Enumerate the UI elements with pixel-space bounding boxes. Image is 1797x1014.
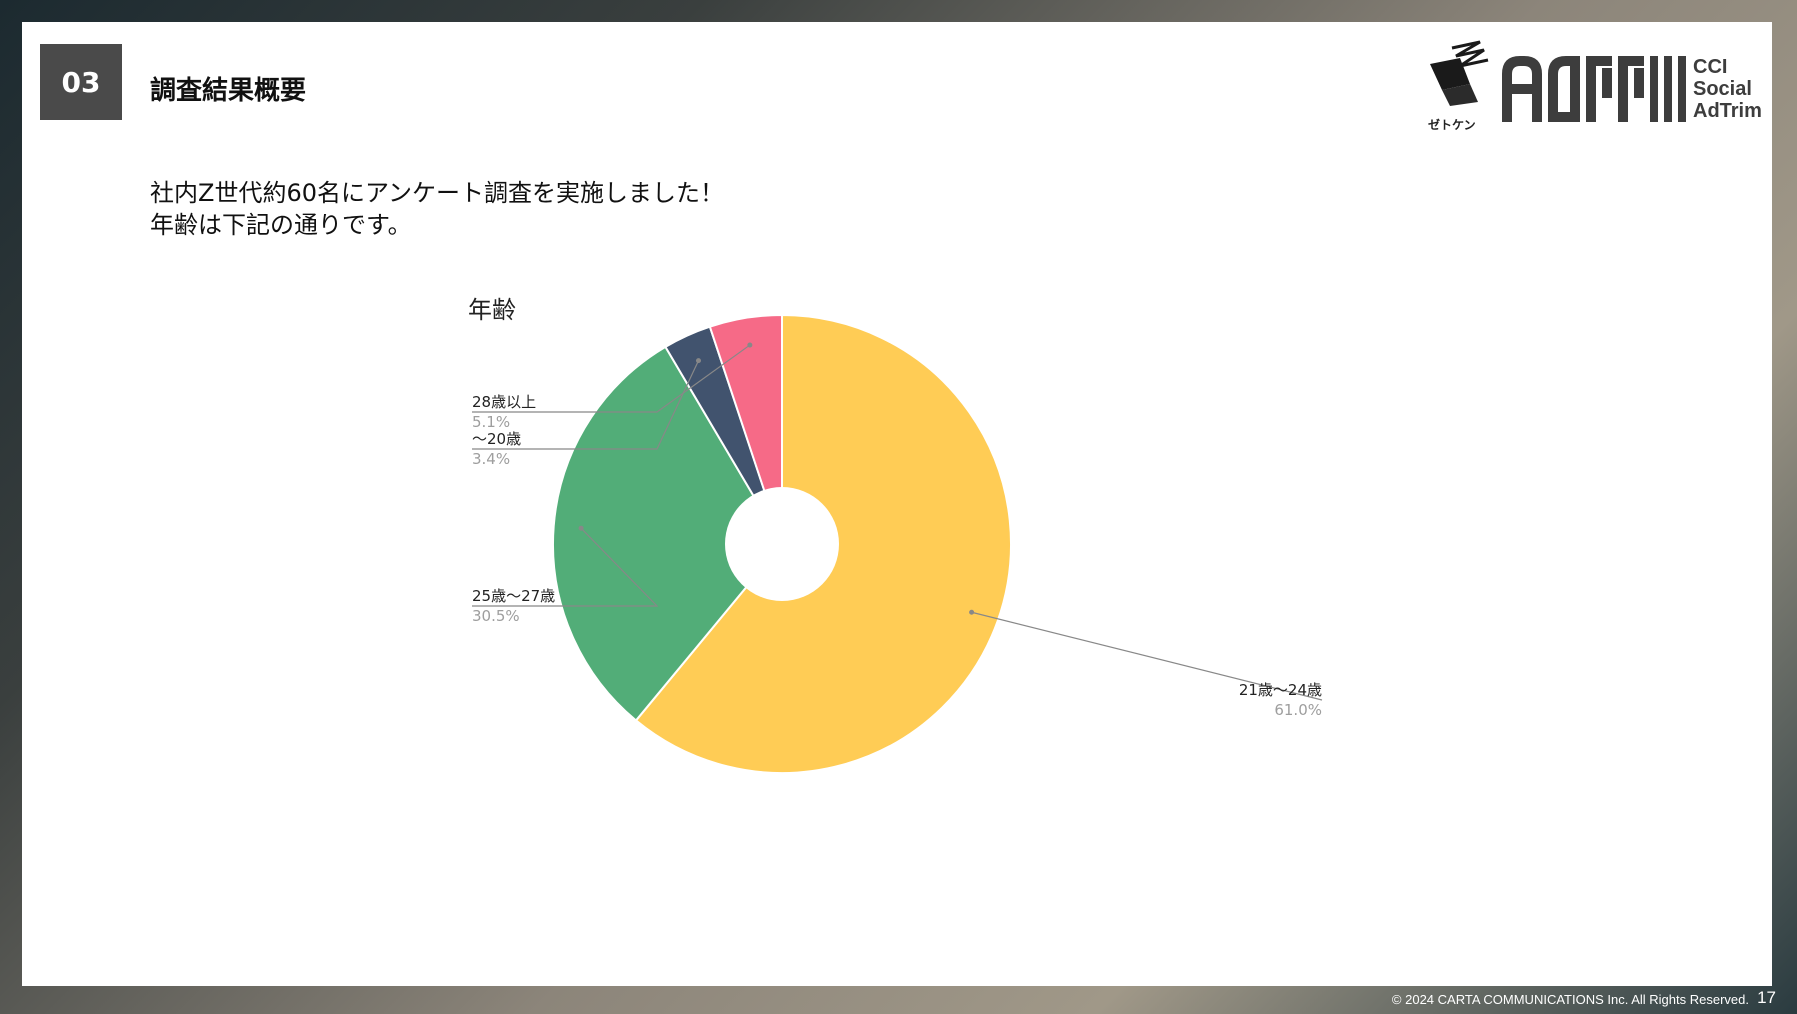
cci-social-adtrim-text: CCI Social AdTrim <box>1693 56 1762 122</box>
adtrim-line: AdTrim <box>1693 100 1762 122</box>
slice-label-2: 〜20歳 <box>472 430 521 448</box>
adtrim-logo-icon <box>1502 56 1686 122</box>
section-title: 調査結果概要 <box>150 76 307 106</box>
slice-1 <box>552 345 784 722</box>
callout-line-0 <box>971 611 1323 701</box>
callout-line-2 <box>472 360 700 450</box>
zetoken-logo-icon <box>1430 40 1489 106</box>
chart-title: 年齢 <box>468 296 516 324</box>
intro-line-2: 年齢は下記の通りです。 <box>150 211 412 239</box>
logo-block: ゼトケン CCI Social AdTrim <box>1422 36 1762 136</box>
footer-copyright: © 2024 CARTA COMMUNICATIONS Inc. All Rig… <box>1391 992 1749 1007</box>
intro-text: 社内Z世代約60名にアンケート調査を実施しました！ 年齢は下記の通りです。 <box>150 177 724 241</box>
section-number: 03 <box>40 44 122 120</box>
slice-label-1: 25歳〜27歳 <box>472 587 555 605</box>
slice-3 <box>708 313 783 545</box>
slice-percent-2: 3.4% <box>472 450 510 468</box>
social-line: Social <box>1693 78 1752 100</box>
slice-label-3: 28歳以上 <box>472 393 536 411</box>
slice-percent-3: 5.1% <box>472 413 510 431</box>
callout-line-3 <box>472 344 751 413</box>
slide: 03 調査結果概要 ゼトケン CCI <box>22 22 1772 986</box>
callout-line-1 <box>472 527 659 607</box>
donut-hole <box>725 487 839 601</box>
slice-percent-1: 30.5% <box>472 607 520 625</box>
slice-percent-0: 61.0% <box>1274 701 1322 719</box>
zetoken-label: ゼトケン <box>1428 118 1476 132</box>
footer-page-number: 17 <box>1757 988 1776 1007</box>
intro-line-1: 社内Z世代約60名にアンケート調査を実施しました！ <box>150 179 725 207</box>
age-pie-chart: 年齢 21歳〜24歳 61.0% 25歳〜27歳 30.5% 〜20歳 3.4% 28歳以上 5… <box>468 296 1323 774</box>
slice-label-0: 21歳〜24歳 <box>1239 681 1322 699</box>
cci-line: CCI <box>1693 56 1728 78</box>
